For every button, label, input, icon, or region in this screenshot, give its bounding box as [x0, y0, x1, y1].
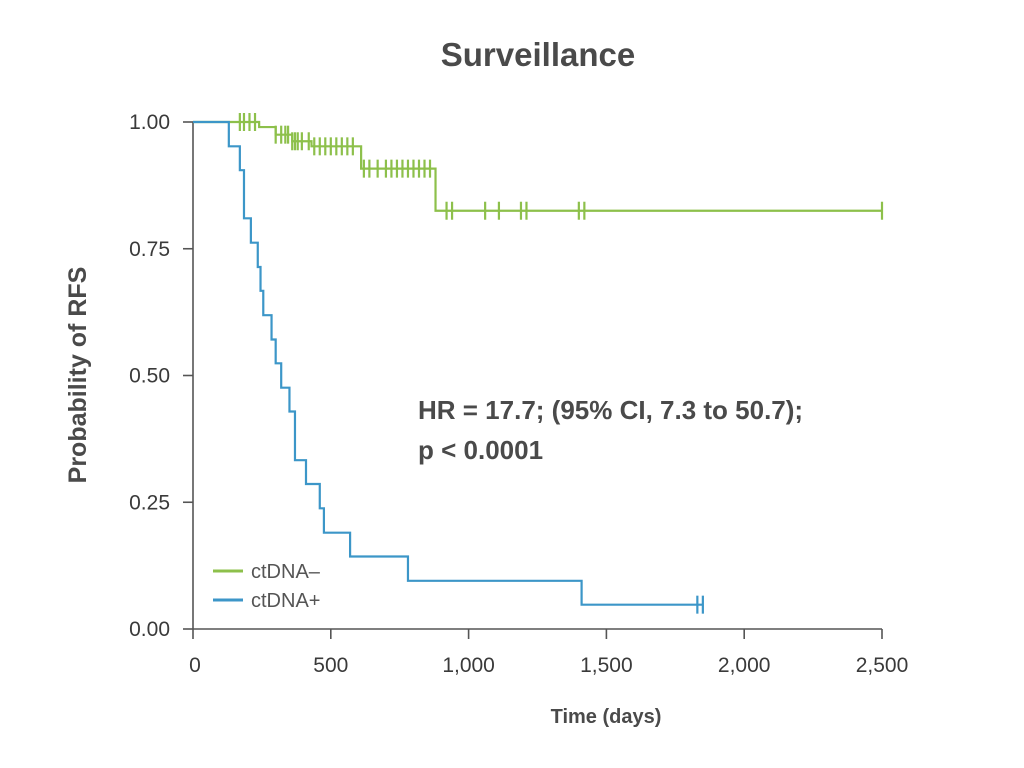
y-axis-label: Probability of RFS: [64, 267, 92, 484]
y-tick-label: 0.50: [129, 365, 170, 388]
y-tick-label: 0.75: [129, 238, 170, 261]
hazard-ratio-text: HR = 17.7; (95% CI, 7.3 to 50.7);: [418, 395, 803, 425]
y-tick-label: 1.00: [129, 111, 170, 134]
x-axis-label: Time (days): [551, 706, 662, 728]
x-tick-label: 1,000: [442, 654, 495, 677]
legend-label-ctdna-negative: ctDNA–: [251, 561, 321, 583]
x-tick-label: 500: [313, 654, 348, 677]
y-tick-label: 0.25: [129, 491, 170, 514]
x-axis: 0 500 1,000 1,500 2,000 2,500: [189, 628, 909, 677]
y-axis: 0.00 0.25 0.50 0.75 1.00: [129, 111, 194, 641]
series-ctdna-positive: [193, 120, 704, 614]
x-tick-label: 2,000: [718, 654, 771, 677]
x-tick-label: 1,500: [580, 654, 633, 677]
series-ctdna-negative: [193, 113, 884, 220]
series-layer: [193, 113, 884, 614]
legend: ctDNA– ctDNA+: [213, 561, 321, 612]
legend-label-ctdna-positive: ctDNA+: [251, 590, 320, 612]
x-tick-label: 0: [189, 654, 201, 677]
survival-curve: [193, 120, 703, 606]
chart-title: Surveillance: [441, 36, 635, 73]
x-tick-label: 2,500: [856, 654, 909, 677]
y-tick-label: 0.00: [129, 618, 170, 641]
survival-curve: [193, 120, 882, 212]
p-value-text: p < 0.0001: [418, 435, 543, 465]
annotation: HR = 17.7; (95% CI, 7.3 to 50.7); p < 0.…: [418, 395, 803, 465]
